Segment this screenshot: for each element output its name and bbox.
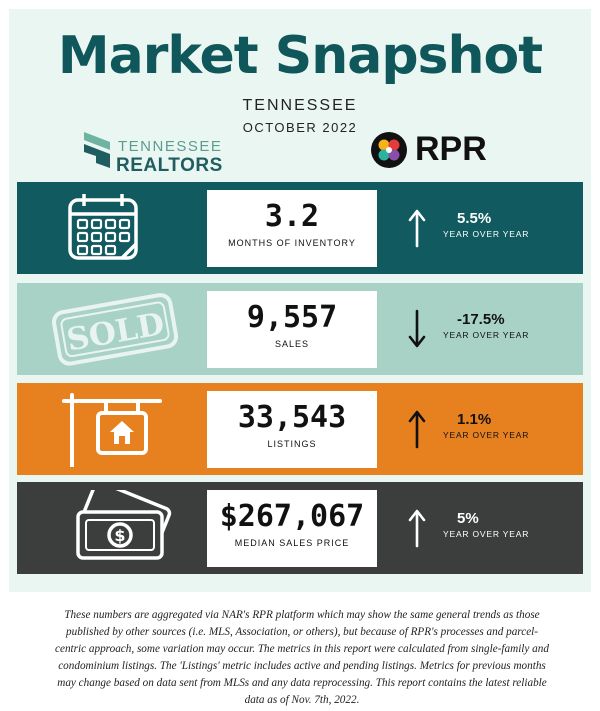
rpr-logo: RPR bbox=[371, 130, 521, 172]
house-sign-icon bbox=[42, 391, 192, 469]
rpr-circle-icon bbox=[371, 132, 407, 168]
metric-row-median-price: $ $267,067 MEDIAN SALES PRICE 5% YEAR OV… bbox=[17, 480, 583, 574]
metric-change-label: YEAR OVER YEAR bbox=[443, 330, 530, 340]
rpr-text: RPR bbox=[415, 130, 487, 168]
metric-label: LISTINGS bbox=[267, 439, 317, 449]
svg-text:$: $ bbox=[114, 526, 125, 545]
tn-realtors-top-text: TENNESSEE bbox=[118, 138, 223, 155]
metric-card: $267,067 MEDIAN SALES PRICE bbox=[207, 490, 377, 567]
metric-label: SALES bbox=[274, 339, 310, 349]
metric-label: MEDIAN SALES PRICE bbox=[234, 538, 350, 548]
metric-change-label: YEAR OVER YEAR bbox=[443, 229, 530, 239]
metric-change: -17.5% bbox=[457, 311, 505, 328]
metric-change: 1.1% bbox=[457, 411, 492, 428]
page-title: Market Snapshot bbox=[57, 26, 543, 86]
arrow-up-icon bbox=[408, 209, 426, 248]
metric-label: MONTHS OF INVENTORY bbox=[228, 238, 356, 248]
metric-value: 3.2 bbox=[264, 199, 320, 234]
period-label: OCTOBER 2022 bbox=[242, 120, 358, 135]
metric-value: 9,557 bbox=[246, 300, 338, 335]
sold-stamp-icon: SOLD bbox=[42, 291, 192, 367]
metric-card: 3.2 MONTHS OF INVENTORY bbox=[207, 190, 377, 267]
metric-row-listings: 33,543 LISTINGS 1.1% YEAR OVER YEAR bbox=[17, 383, 583, 475]
tennessee-realtors-logo: TENNESSEE REALTORS bbox=[82, 130, 242, 178]
tennessee-realtors-mark-icon bbox=[84, 132, 110, 168]
metric-value: 33,543 bbox=[237, 400, 347, 435]
metric-change-label: YEAR OVER YEAR bbox=[443, 430, 530, 440]
money-icon: $ bbox=[42, 480, 192, 566]
arrow-down-icon bbox=[408, 309, 426, 348]
metric-row-sales: SOLD 9,557 SALES -17.5% YEAR OVER YEAR bbox=[17, 283, 583, 375]
disclaimer-text: These numbers are aggregated via NAR's R… bbox=[55, 609, 549, 706]
metric-change-label: YEAR OVER YEAR bbox=[443, 529, 530, 539]
metric-value: $267,067 bbox=[219, 499, 365, 534]
calendar-icon bbox=[42, 190, 192, 266]
region-label: TENNESSEE bbox=[242, 97, 358, 114]
arrow-up-icon bbox=[408, 509, 426, 548]
metric-card: 33,543 LISTINGS bbox=[207, 391, 377, 468]
metric-row-inventory: 3.2 MONTHS OF INVENTORY 5.5% YEAR OVER Y… bbox=[17, 182, 583, 274]
metric-change: 5% bbox=[457, 510, 479, 527]
arrow-up-icon bbox=[408, 410, 426, 449]
metric-change: 5.5% bbox=[457, 210, 492, 227]
metric-card: 9,557 SALES bbox=[207, 291, 377, 368]
tn-realtors-bottom-text: REALTORS bbox=[116, 155, 223, 176]
